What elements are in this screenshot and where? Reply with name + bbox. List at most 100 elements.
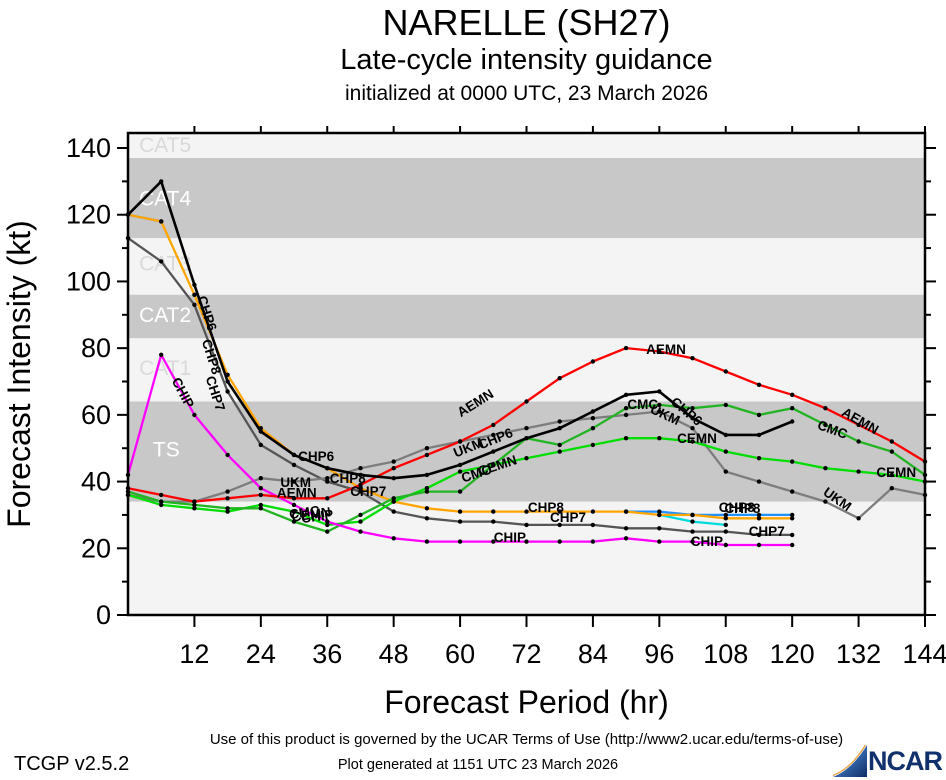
- point-CHP6: [657, 389, 662, 394]
- point-CHIP: [491, 539, 496, 544]
- band-TS: [128, 401, 925, 502]
- init-time-line: initialized at 0000 UTC, 23 March 2026: [344, 82, 709, 105]
- point-CEMN: [823, 466, 828, 471]
- point-CHP7: [457, 519, 463, 524]
- point-unlabeled_blue_late: [657, 509, 662, 514]
- point-CMC: [358, 512, 363, 518]
- point-CHP8: [225, 372, 230, 377]
- point-CEMN: [358, 519, 363, 524]
- point-AEMN: [889, 439, 894, 444]
- line-label-CHP6: CHP6: [298, 449, 335, 464]
- point-UKM: [657, 409, 662, 414]
- point-CHIP: [225, 452, 230, 458]
- line-label-CEMN: CEMN: [677, 431, 717, 446]
- point-CHIP: [258, 486, 263, 491]
- point-unlabeled_cyan: [723, 522, 728, 528]
- point-CHIP: [325, 519, 330, 524]
- y-tick-label: 40: [81, 467, 111, 497]
- point-CEMN: [225, 509, 230, 514]
- point-CMC: [457, 489, 463, 494]
- point-CHP7: [657, 526, 662, 531]
- point-CHP8: [557, 509, 562, 514]
- point-CHP7: [690, 529, 695, 534]
- point-AEMN: [457, 439, 463, 444]
- point-CHP6: [159, 179, 164, 184]
- point-CEMN: [623, 436, 629, 441]
- point-CMC: [192, 502, 197, 508]
- y-tick-label: 120: [66, 200, 111, 230]
- point-CEMN: [557, 449, 562, 454]
- y-tick-label: 0: [96, 600, 111, 630]
- point-CHP6: [557, 426, 562, 431]
- point-CMC: [690, 406, 695, 411]
- line-label-CEMN: CEMN: [290, 504, 331, 524]
- point-CEMN: [424, 486, 430, 491]
- line-label-UKM: UKM: [280, 475, 311, 490]
- band-CAT4: [128, 158, 925, 239]
- point-CHP6: [790, 419, 795, 424]
- point-CEMN: [889, 472, 894, 478]
- point-CHIP: [756, 542, 762, 548]
- point-CHIP: [723, 542, 728, 548]
- point-CMC: [889, 449, 894, 454]
- axis-tick-labels: 0 20 40 60 80 100 120 140 12 24 36 48 60 72 84 96 108 120…: [66, 133, 946, 669]
- point-CHP6: [756, 432, 762, 438]
- x-tick-label: 84: [578, 639, 608, 669]
- point-CHP8: [258, 426, 263, 431]
- point-AEMN: [424, 452, 430, 458]
- point-UKM: [291, 479, 297, 484]
- point-AEMN: [557, 376, 562, 381]
- point-AEMN: [856, 422, 861, 428]
- point-CHIP: [159, 352, 164, 357]
- point-CHP8: [192, 292, 197, 297]
- point-CHIP: [623, 536, 629, 541]
- point-CHIP: [291, 502, 297, 508]
- point-CHIP: [557, 539, 562, 544]
- point-CEMN: [325, 522, 330, 528]
- x-axis-title: Forecast Period (hr): [384, 684, 669, 720]
- point-CMC: [657, 402, 662, 408]
- point-UKM: [225, 489, 230, 494]
- point-CEMN: [756, 456, 762, 461]
- point-AEMN: [590, 359, 596, 364]
- point-AEMN: [623, 345, 629, 351]
- point-CHP7: [291, 462, 297, 468]
- point-CHP6: [491, 449, 496, 454]
- page-subtitle: Late-cycle intensity guidance: [340, 44, 713, 76]
- point-CHIP: [358, 529, 363, 534]
- point-CEMN: [790, 459, 795, 464]
- line-label-CHP7: CHP7: [350, 484, 386, 499]
- point-AEMN: [159, 492, 164, 498]
- point-UKM: [325, 476, 330, 481]
- point-UKM: [524, 426, 529, 431]
- point-unlabeled_blue_late: [756, 512, 762, 518]
- point-AEMN: [325, 496, 330, 501]
- point-UKM: [623, 412, 629, 418]
- point-CHP6: [192, 282, 197, 287]
- y-axis-title: Forecast Intensity (kt): [1, 220, 37, 528]
- point-CHP8: [723, 516, 728, 521]
- point-UKM: [258, 476, 263, 481]
- point-CHP6: [690, 416, 695, 421]
- x-tick-label: 12: [179, 639, 209, 669]
- point-CHIP: [657, 539, 662, 544]
- y-tick-label: 20: [81, 533, 111, 563]
- point-CEMN: [258, 502, 263, 508]
- point-CHP6: [457, 462, 463, 468]
- point-CMC: [424, 489, 430, 494]
- point-unlabeled_blue_late: [790, 512, 795, 518]
- tcgp-version-text: TCGP v2.5.2: [14, 753, 130, 775]
- point-unlabeled_cyan: [690, 519, 695, 524]
- point-CEMN: [391, 499, 396, 504]
- point-CMC: [590, 426, 596, 431]
- point-UKM: [590, 416, 596, 421]
- point-CHP7: [756, 532, 762, 538]
- point-CEMN: [690, 439, 695, 444]
- y-tick-label: 100: [66, 266, 111, 296]
- point-CHP6: [391, 476, 396, 481]
- band-label-CAT5: CAT5: [139, 134, 191, 157]
- point-CHP7: [358, 489, 363, 494]
- x-tick-label: 36: [312, 639, 342, 669]
